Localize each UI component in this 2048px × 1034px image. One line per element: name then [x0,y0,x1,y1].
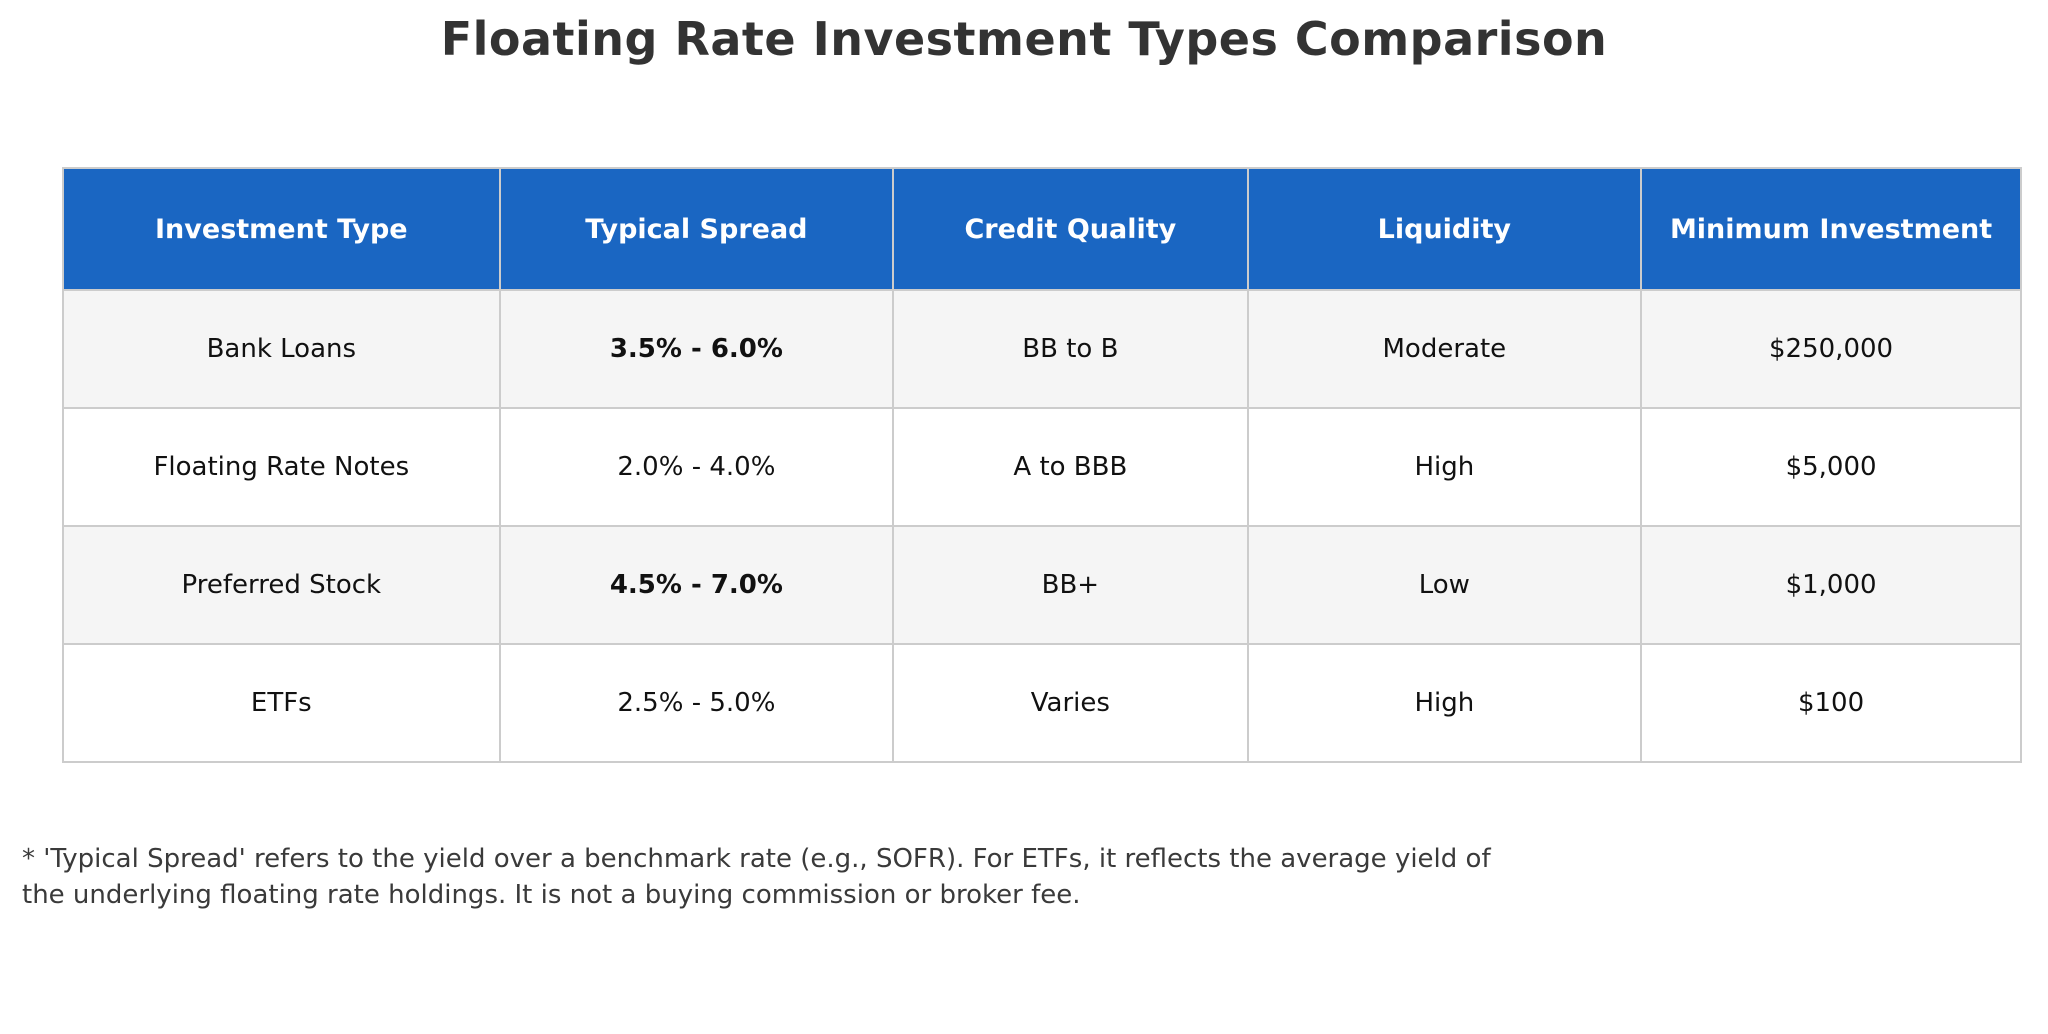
footnote-line-1: * 'Typical Spread' refers to the yield o… [22,844,1491,874]
comparison-table-container: Investment Type Typical Spread Credit Qu… [62,167,2022,763]
page-title: Floating Rate Investment Types Compariso… [440,12,1608,66]
cell-credit-quality: Varies [892,643,1249,763]
cell-typical-spread: 2.0% - 4.0% [498,407,895,527]
cell-minimum-investment: $100 [1640,643,2022,763]
cell-investment-type: Bank Loans [62,289,501,409]
table-row-floating-rate-notes: Floating Rate Notes 2.0% - 4.0% A to BBB… [62,407,2022,527]
column-header-credit-quality: Credit Quality [892,167,1249,291]
footnote-line-2: the underlying floating rate holdings. I… [22,879,1081,910]
cell-investment-type: Floating Rate Notes [62,407,501,527]
cell-minimum-investment: $1,000 [1640,525,2022,645]
footnote: * 'Typical Spread' refers to the yield o… [22,842,1722,914]
cell-liquidity: High [1246,407,1643,527]
column-header-minimum-investment: Minimum Investment [1640,167,2022,291]
cell-typical-spread: 4.5% - 7.0% [498,525,895,645]
cell-liquidity: Moderate [1246,289,1643,409]
cell-minimum-investment: $5,000 [1640,407,2022,527]
cell-minimum-investment: $250,000 [1640,289,2022,409]
cell-liquidity: Low [1246,525,1643,645]
cell-typical-spread: 3.5% - 6.0% [498,289,895,409]
cell-typical-spread: 2.5% - 5.0% [498,643,895,763]
table-row-bank-loans: Bank Loans 3.5% - 6.0% BB to B Moderate … [62,289,2022,409]
column-header-typical-spread: Typical Spread [498,167,895,291]
cell-investment-type: Preferred Stock [62,525,501,645]
cell-credit-quality: A to BBB [892,407,1249,527]
cell-investment-type: ETFs [62,643,501,763]
cell-credit-quality: BB+ [892,525,1249,645]
cell-credit-quality: BB to B [892,289,1249,409]
comparison-table: Investment Type Typical Spread Credit Qu… [62,167,2022,763]
table-row-preferred-stock: Preferred Stock 4.5% - 7.0% BB+ Low $1,0… [62,525,2022,645]
cell-liquidity: High [1246,643,1643,763]
table-header-row: Investment Type Typical Spread Credit Qu… [62,167,2022,291]
column-header-liquidity: Liquidity [1246,167,1643,291]
column-header-investment-type: Investment Type [62,167,501,291]
table-row-etfs: ETFs 2.5% - 5.0% Varies High $100 [62,643,2022,763]
